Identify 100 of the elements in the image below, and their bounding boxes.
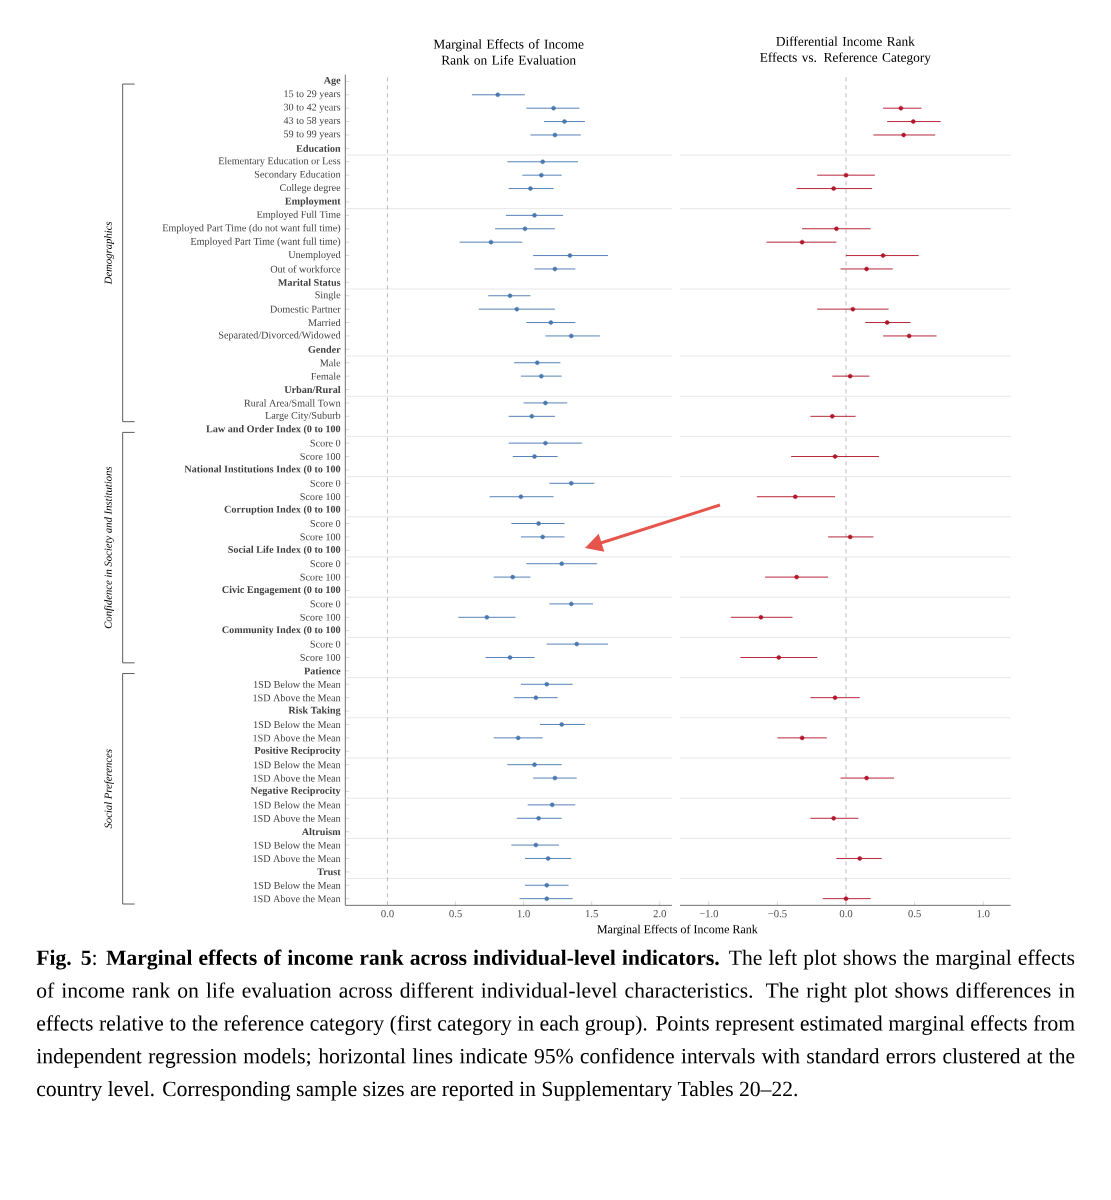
point — [544, 682, 550, 687]
point — [569, 333, 574, 339]
x-tick-label: 1.5 — [586, 910, 599, 918]
point — [533, 842, 539, 848]
point — [516, 735, 521, 741]
y-tick-label: Elementary Education or Less — [218, 157, 341, 167]
y-tick-label: 1SD Below the Mean — [254, 841, 341, 849]
point — [484, 615, 490, 620]
x-tick-label: 1.0 — [977, 910, 990, 918]
point — [540, 534, 546, 540]
point — [536, 521, 542, 526]
point — [569, 481, 574, 486]
y-tick-label: Domestic Partner — [270, 305, 341, 313]
point — [569, 601, 574, 607]
point — [544, 882, 550, 888]
x-tick-label: 0.5 — [449, 910, 462, 918]
point — [543, 440, 548, 446]
y-tick-label: Score 100 — [300, 654, 341, 661]
point — [864, 266, 870, 272]
text: Confidence in Society and Institutions — [104, 466, 115, 629]
y-tick-label: 1SD Above the Mean — [253, 694, 341, 702]
point — [843, 172, 849, 178]
point — [551, 105, 557, 111]
y-tick-label: Score 0 — [310, 520, 341, 527]
x-tick-label: −1.0 — [699, 910, 719, 918]
y-tick-label: Trust — [317, 868, 341, 876]
y-tick-label: Urban/Rural — [284, 385, 341, 394]
y-tick-label: 1SD Above the Mean — [253, 895, 341, 903]
y-tick-label: Negative Reciprocity — [250, 786, 341, 797]
y-tick-label: 30 to 42 years — [284, 103, 341, 113]
text: Social Preferences — [104, 749, 115, 829]
point — [532, 454, 537, 459]
y-tick-label: 1SD Below the Mean — [254, 801, 341, 809]
y-tick-label: 1SD Above the Mean — [253, 854, 341, 863]
y-tick-label: Score 0 — [310, 560, 341, 568]
y-tick-label: Employed Full Time — [257, 210, 341, 220]
point — [834, 226, 839, 232]
point — [794, 574, 800, 580]
point — [518, 494, 524, 499]
y-tick-label: Social Life Index (0 to 100 — [228, 545, 341, 555]
point — [507, 293, 513, 299]
y-tick-label: 1SD Above the Mean — [253, 814, 341, 822]
point — [546, 856, 551, 861]
y-tick-label: 1SD Below the Mean — [254, 881, 341, 889]
point — [567, 253, 573, 258]
y-tick-label: 1SD Above the Mean — [253, 734, 341, 742]
y-tick-label: Community Index (0 to 100 — [222, 626, 341, 636]
point — [552, 132, 558, 138]
point — [495, 92, 501, 98]
point — [544, 896, 550, 901]
point — [539, 172, 544, 178]
point — [550, 802, 555, 808]
y-tick-label: Law and Order Index (0 to 100 — [206, 425, 341, 435]
point — [832, 695, 838, 700]
point — [800, 239, 805, 245]
y-tick-label: Score 100 — [300, 453, 341, 460]
x-tick-label: 1.0 — [518, 910, 531, 918]
x-axis-title: Marginal Effects of Income Rank — [597, 924, 758, 936]
y-tick-label: Education — [296, 144, 341, 152]
point — [529, 414, 535, 419]
y-tick-label: Rural Area/Small Town — [244, 399, 341, 407]
point — [540, 159, 546, 165]
point — [536, 815, 542, 821]
point — [532, 213, 537, 218]
point — [831, 186, 837, 191]
point — [559, 722, 565, 727]
y-tick-label: Female — [311, 372, 341, 380]
point — [533, 695, 539, 700]
point — [857, 856, 863, 861]
y-tick-label: Employed Part Time (do not want full time) — [162, 224, 341, 234]
point — [898, 105, 904, 111]
point — [800, 735, 805, 741]
y-tick-label: Separated/Divorced/Widowed — [219, 331, 341, 341]
chart-title: Differential Income Rank Effects vs. Reference Category — [760, 36, 932, 65]
point — [776, 655, 782, 660]
point — [574, 641, 580, 647]
point — [758, 615, 764, 620]
x-tick-label: 0.0 — [839, 910, 853, 918]
x-tick-label: 2.0 — [653, 910, 667, 918]
y-tick-label: Out of workforce — [270, 265, 341, 273]
point — [843, 896, 849, 901]
y-tick-label: Age — [324, 76, 341, 86]
y-tick-label: Employed Part Time (want full time) — [190, 237, 341, 247]
point — [510, 574, 516, 580]
point — [907, 333, 912, 339]
point — [793, 494, 798, 499]
y-tick-label: College degree — [280, 183, 341, 194]
y-tick-label: Civic Engagement (0 to 100 — [222, 585, 341, 596]
point — [911, 119, 916, 124]
y-tick-label: Employment — [285, 197, 341, 207]
y-tick-label: Score 0 — [310, 479, 341, 487]
y-tick-label: 1SD Above the Mean — [253, 774, 341, 782]
y-tick-label: Score 100 — [300, 573, 341, 581]
y-tick-label: 59 to 99 years — [284, 130, 341, 140]
y-tick-label: Risk Taking — [288, 706, 341, 716]
point — [832, 454, 838, 459]
y-tick-label: Altruism — [302, 828, 341, 836]
point — [514, 306, 520, 312]
point — [901, 132, 907, 138]
y-tick-label: Single — [315, 291, 341, 301]
